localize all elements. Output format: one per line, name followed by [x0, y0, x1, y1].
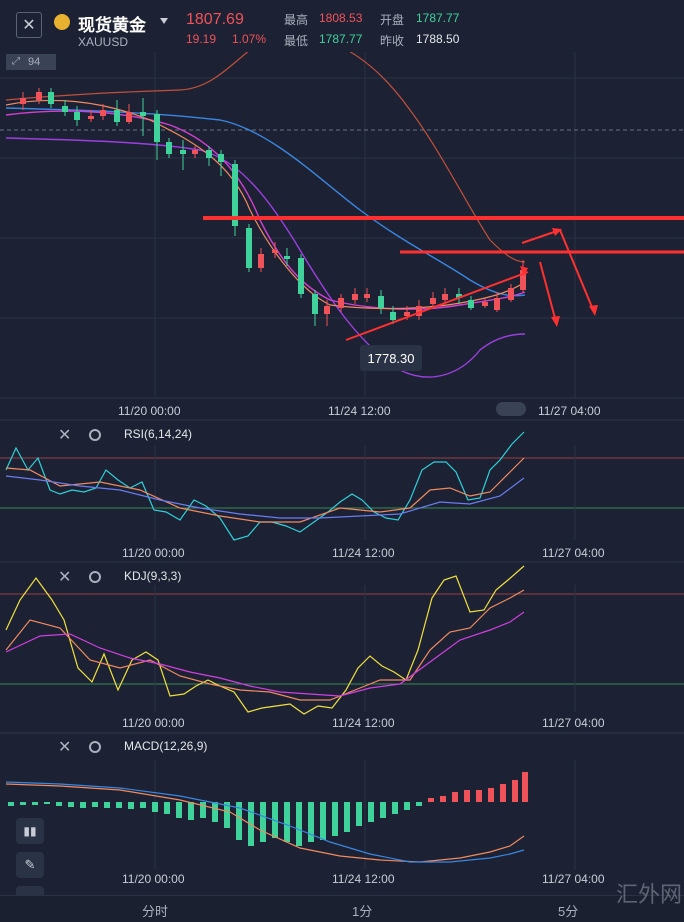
- instrument-symbol: XAUUSD: [78, 35, 129, 49]
- kdj-j-line: [5, 565, 525, 715]
- watermark: 汇外网: [616, 883, 683, 908]
- ma-orange-line: [5, 99, 526, 310]
- macd-time-label-3: 11/27 04:00: [542, 872, 605, 886]
- kdj-k-line: [5, 589, 525, 701]
- header: ✕ 现货黄金 XAUUSD 1807.69 19.19 1.07% 最高 180…: [0, 0, 684, 52]
- rsi-header: ✕ RSI(6,14,24): [0, 424, 684, 446]
- tab-5min[interactable]: 5分: [558, 904, 579, 919]
- price-change-pct: 1.07%: [232, 32, 267, 46]
- price-change: 19.19: [186, 32, 217, 46]
- macd-time-label-1: 11/20 00:00: [122, 872, 185, 886]
- open-label: 开盘: [380, 13, 405, 27]
- macd-dif-line: [5, 783, 525, 863]
- rsi-14-line: [5, 457, 525, 523]
- kdj-time-label-2: 11/24 12:00: [332, 716, 395, 730]
- kdj-close-icon[interactable]: ✕: [58, 569, 72, 586]
- open-value: 1787.77: [416, 11, 460, 25]
- tab-timeshare[interactable]: 分时: [142, 904, 169, 919]
- arrow-down-right: [559, 229, 595, 313]
- main-grid: [0, 52, 684, 399]
- main-time-label-2: 11/24 12:00: [328, 404, 391, 418]
- pencil-icon: ✎: [24, 857, 36, 872]
- close-icon: ✕: [22, 17, 36, 34]
- candlesticks: [20, 88, 526, 326]
- kdj-gear-icon[interactable]: [89, 571, 101, 583]
- high-label: 最高: [284, 13, 309, 27]
- prev-close-label: 昨收: [380, 34, 405, 48]
- macd-gear-icon[interactable]: [89, 741, 101, 753]
- main-time-label-3: 11/27 04:00: [538, 404, 601, 418]
- macd-histogram: [8, 772, 528, 846]
- arrow-down-mid: [539, 261, 557, 323]
- rsi-time-label-1: 11/20 00:00: [122, 546, 185, 560]
- macd-name: MACD(12,26,9): [124, 739, 208, 753]
- candlestick-icon: ▮▮: [23, 824, 37, 838]
- close-button[interactable]: ✕: [16, 12, 42, 38]
- rsi-close-icon[interactable]: ✕: [58, 427, 72, 444]
- kdj-header: ✕ KDJ(9,3,3): [0, 566, 684, 588]
- macd-time-label-2: 11/24 12:00: [332, 872, 395, 886]
- prev-close-value: 1788.50: [416, 32, 460, 46]
- trend-line: [345, 271, 529, 341]
- tab-1min[interactable]: 1分: [352, 904, 373, 919]
- ma-magenta-line: [5, 110, 526, 310]
- low-price-callout: 1778.30: [360, 345, 422, 371]
- macd-close-icon[interactable]: ✕: [58, 739, 72, 756]
- boll-lower-line: [5, 137, 526, 378]
- ma-blue-line: [5, 107, 526, 297]
- instrument-title[interactable]: 现货黄金: [78, 16, 146, 35]
- macd-header: ✕ MACD(12,26,9): [0, 736, 684, 758]
- kdj-d-line: [5, 611, 525, 697]
- macd-panel: [5, 760, 576, 870]
- low-value: 1787.77: [319, 32, 363, 46]
- high-value: 1808.53: [319, 11, 363, 25]
- kdj-time-label-3: 11/27 04:00: [542, 716, 605, 730]
- kdj-panel: [0, 565, 684, 715]
- current-price: 1807.69: [186, 11, 244, 28]
- rsi-time-label-2: 11/24 12:00: [332, 546, 395, 560]
- macd-dea-line: [5, 781, 525, 863]
- draw-tool-button[interactable]: ✎: [16, 852, 44, 878]
- candle-tool-button[interactable]: ▮▮: [16, 818, 44, 844]
- gold-logo-icon: [54, 14, 70, 30]
- price-axis-tag: 94: [6, 54, 56, 70]
- kdj-name: KDJ(9,3,3): [124, 569, 182, 583]
- rsi-time-label-3: 11/27 04:00: [542, 546, 605, 560]
- period-tab-bar: 分时 1分 5分: [0, 895, 684, 922]
- low-label: 最低: [284, 34, 309, 48]
- main-time-label-1: 11/20 00:00: [118, 404, 181, 418]
- expand-icon[interactable]: ⤢: [12, 56, 20, 67]
- boll-upper-line: [5, 35, 526, 263]
- rsi-gear-icon[interactable]: [89, 429, 101, 441]
- chart-options-dots[interactable]: [496, 402, 526, 416]
- kdj-time-label-1: 11/20 00:00: [122, 716, 185, 730]
- chevron-down-icon[interactable]: [160, 18, 168, 24]
- hand-annotations: [203, 216, 684, 341]
- rsi-24-line: [5, 475, 525, 519]
- rsi-name: RSI(6,14,24): [124, 427, 193, 441]
- rsi-panel: [0, 431, 684, 541]
